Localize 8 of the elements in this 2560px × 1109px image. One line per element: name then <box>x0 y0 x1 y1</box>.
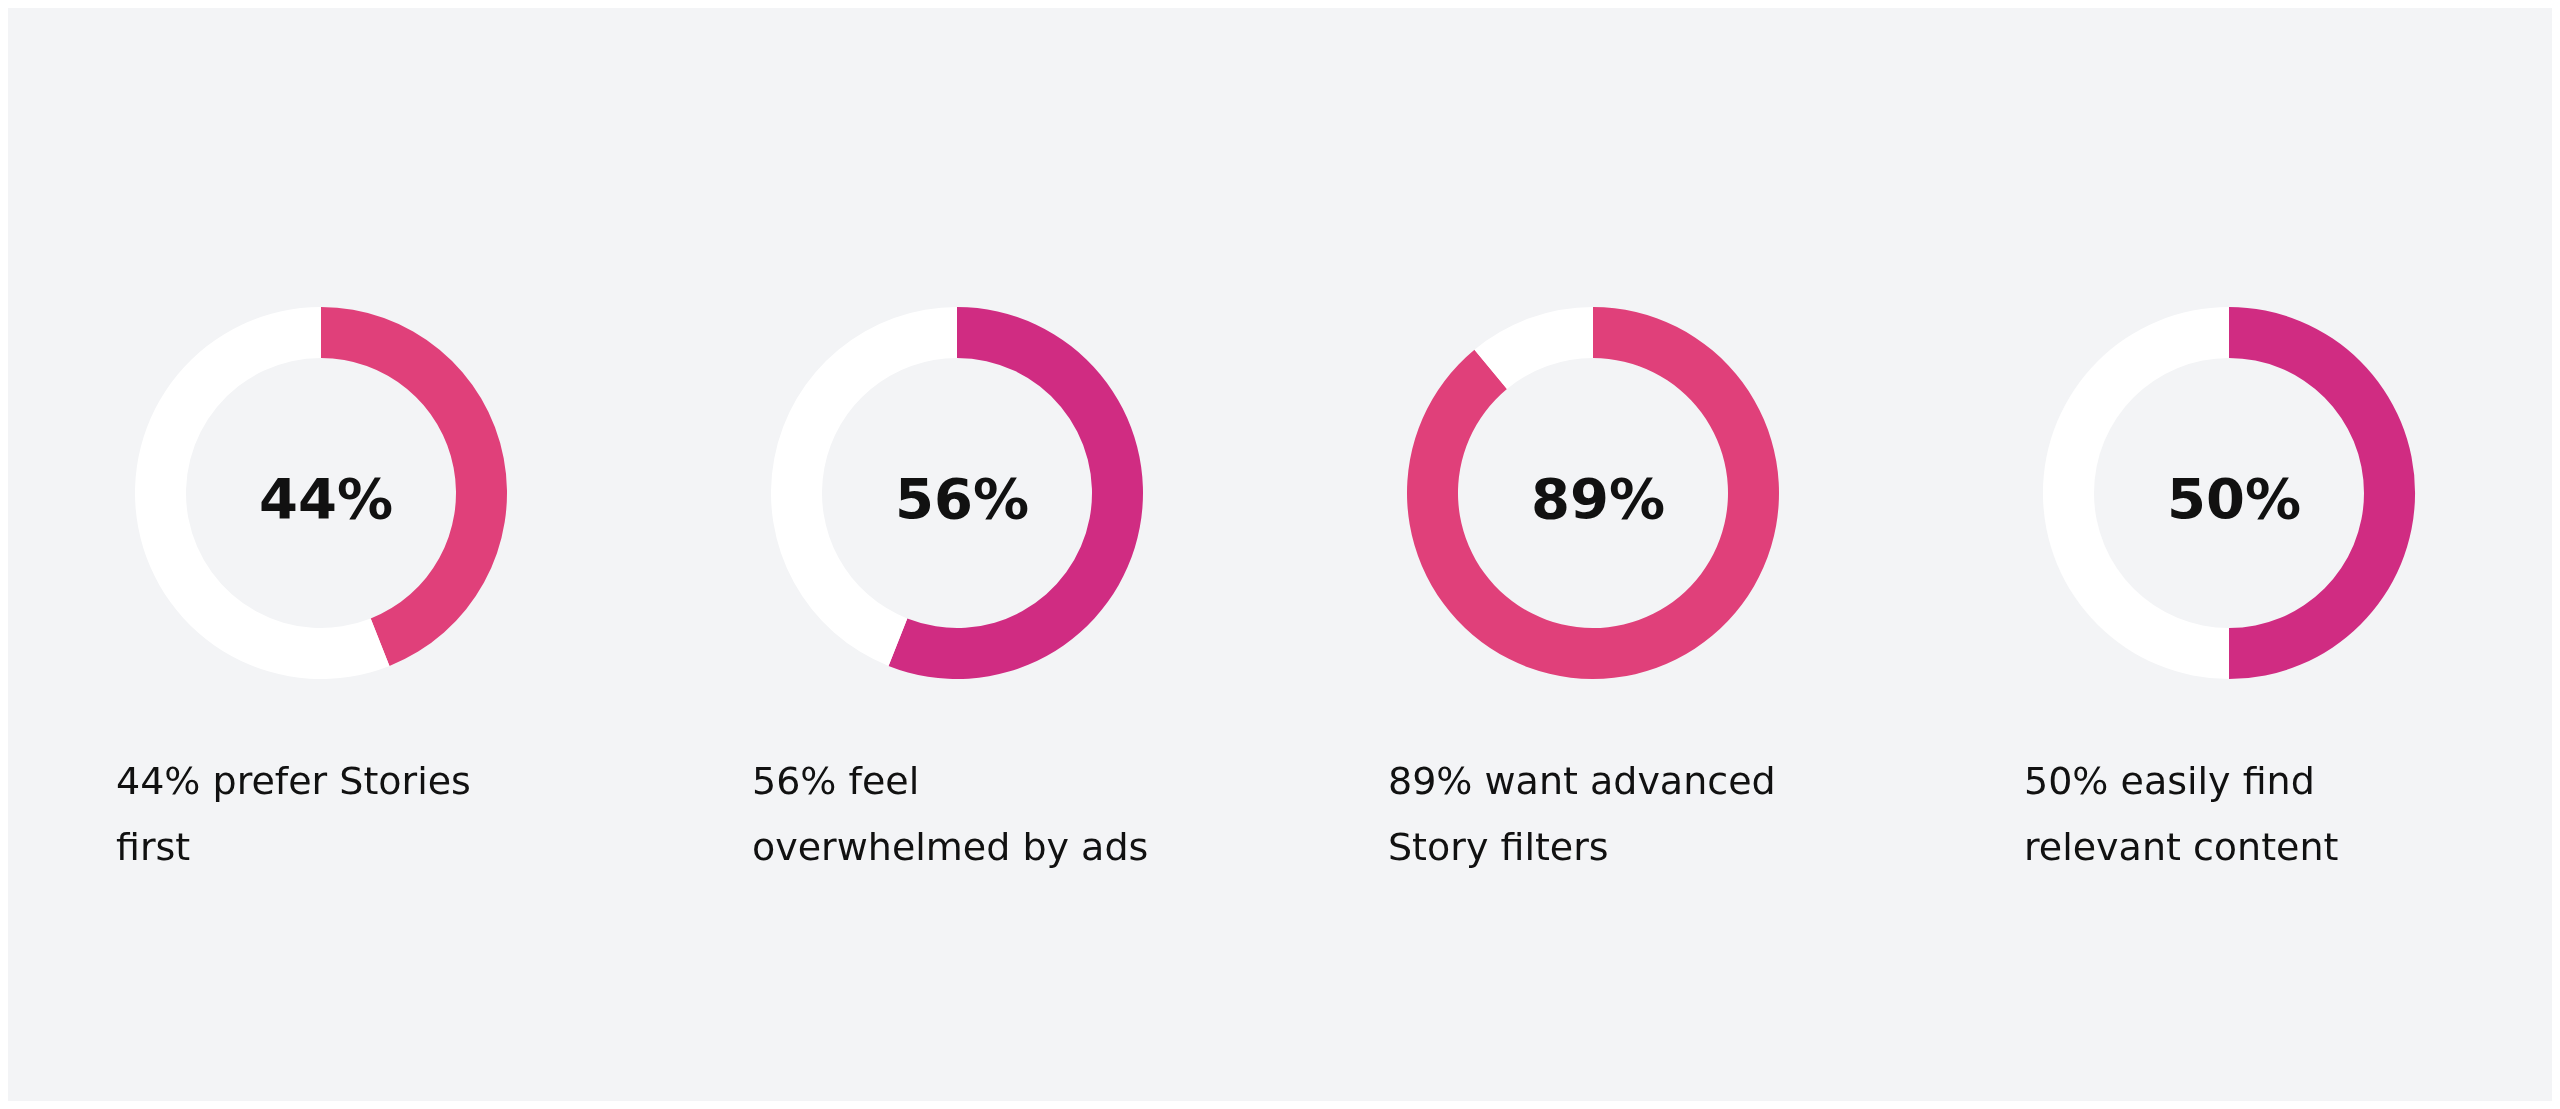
text: 50% easily find relevant content <box>2024 759 2339 869</box>
text: 44% <box>258 465 394 531</box>
text: 89% <box>1530 465 1666 531</box>
text: 56% <box>894 465 1030 531</box>
text: 50% <box>2166 465 2302 531</box>
text: 56% feel overwhelmed by ads <box>752 759 1149 869</box>
text: 44% prefer Stories first <box>116 759 483 869</box>
text: 89% want advanced Story filters <box>1388 759 1788 869</box>
